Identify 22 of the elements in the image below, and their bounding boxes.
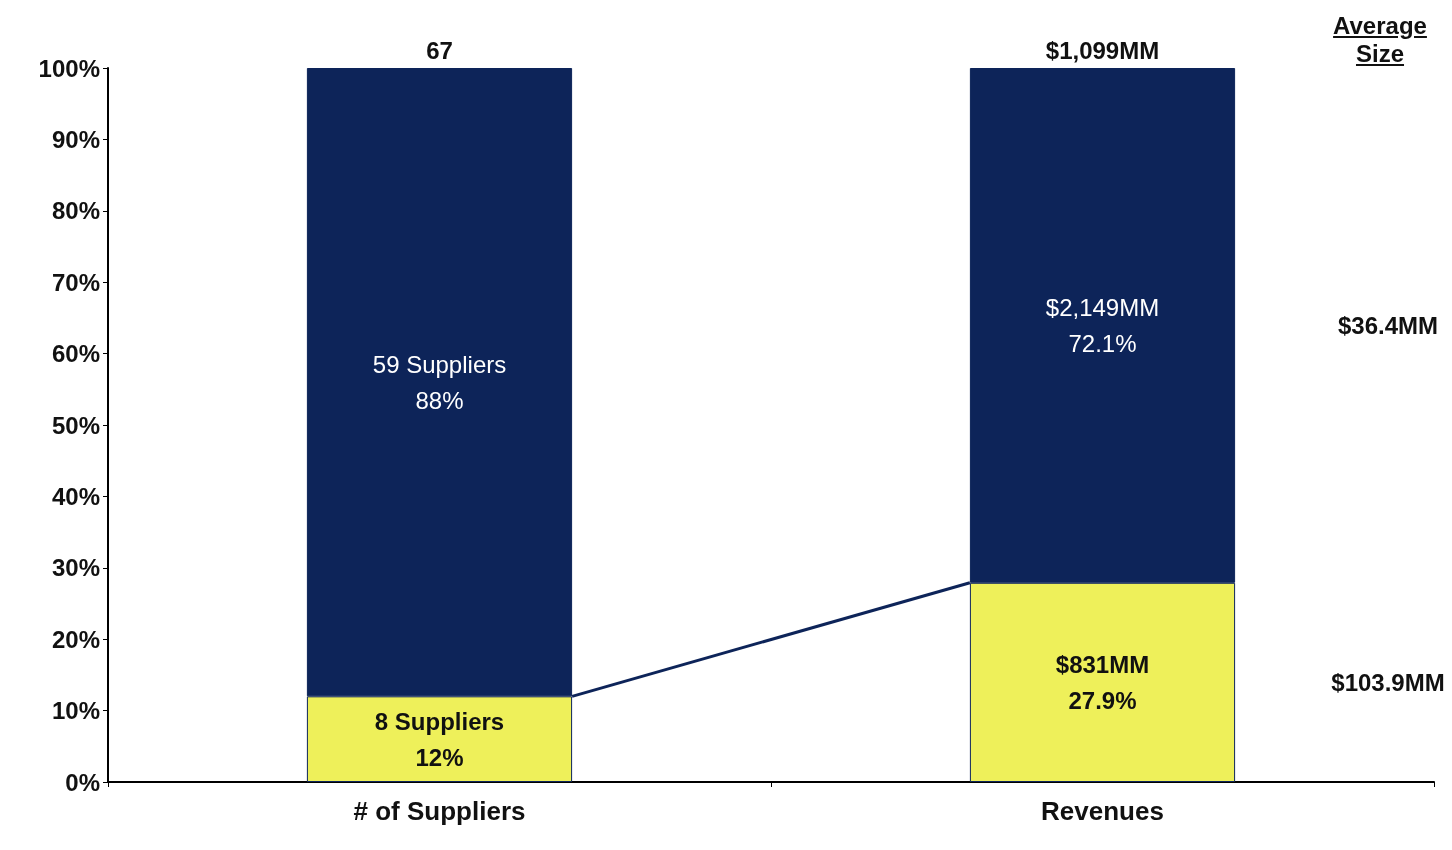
y-tick-label: 100% [38,54,100,82]
y-tick-label: 20% [51,625,100,653]
annotation: $103.9MM [1331,668,1445,696]
text: Average Size [1332,12,1428,68]
data-label: $831MM 27.9% [1055,650,1150,714]
data-label: $2,149MM 72.1% [1045,293,1160,357]
y-tick-label: 30% [51,554,100,582]
x-tick-label: Revenues [1041,796,1164,826]
annotation: $1,099MM [1045,36,1160,64]
y-tick-label: 70% [51,268,100,296]
y-tick-label: 80% [51,197,100,225]
y-tick-label: 10% [51,697,100,725]
y-tick-label: 40% [51,482,100,510]
y-tick-label: 90% [51,125,100,153]
data-label: 59 Suppliers 88% [372,350,507,414]
annotation: $36.4MM [1337,311,1439,339]
y-tick-label: 60% [51,340,100,368]
x-tick-label: # of Suppliers [353,796,526,826]
data-label: 8 Suppliers 12% [374,707,505,771]
annotation: 67 [426,36,453,64]
y-tick-label: 50% [51,411,100,439]
y-tick-label: 0% [65,768,100,796]
